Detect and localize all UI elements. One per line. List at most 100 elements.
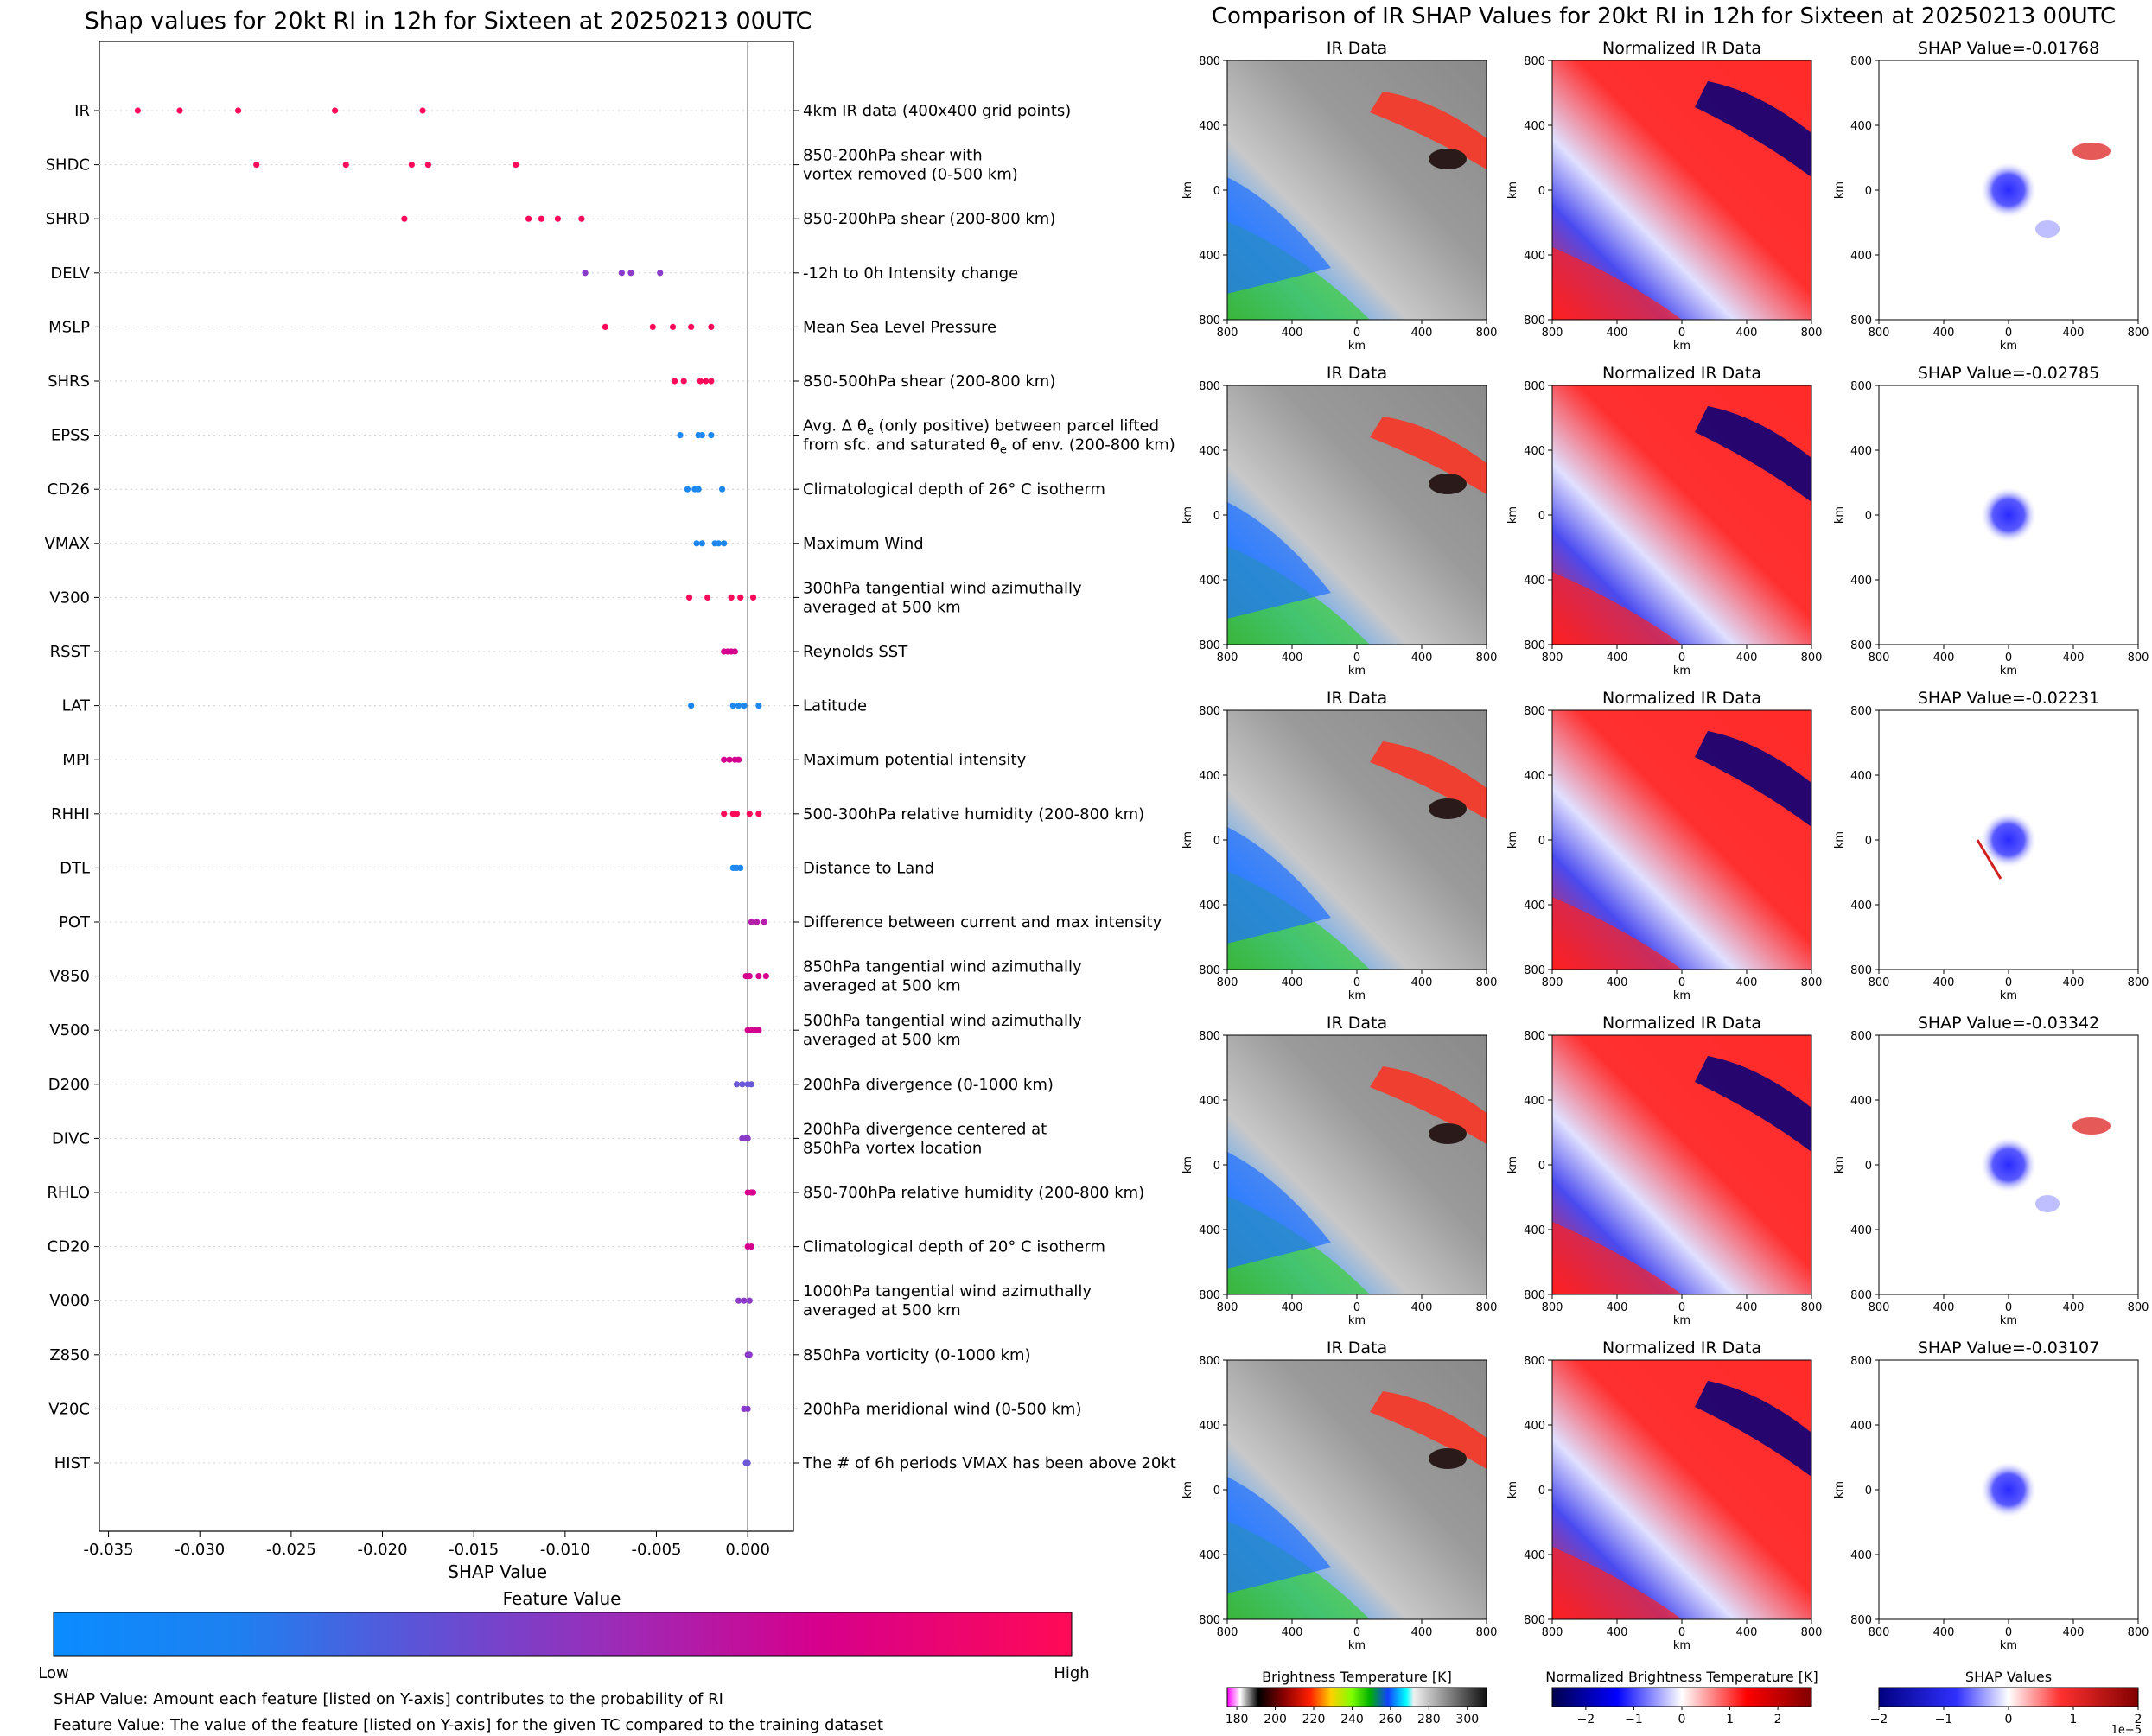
ytick-label: 800 [1524,1355,1545,1368]
x-axis-label: km [2000,1639,2017,1652]
ir-core [1429,798,1467,819]
feature-label-delv: DELV [50,264,90,283]
xtick-label: 800 [1801,1626,1823,1639]
ir-convection [1370,741,1487,819]
feature-desc-v000: 1000hPa tangential wind azimuthally avera… [803,1282,1092,1319]
xtick-label: 800 [2128,1301,2149,1314]
point-vmax [698,540,705,547]
point-cd26 [718,486,726,493]
feature-desc-z850: 850hPa vorticity (0-1000 km) [803,1346,1031,1364]
x-axis-label: km [2000,340,2017,353]
ytick-label: 800 [1850,964,1872,977]
point-mpi [726,756,733,763]
shap-summary-plot: Shap values for 20kt RI in 12h for Sixte… [38,8,1176,1682]
ytick-label: 0 [1865,1160,1872,1173]
ytick-label: 800 [1524,705,1545,718]
point-shrd [538,215,544,222]
ir-convection [1370,1391,1487,1469]
xtick-label: 0 [1353,1626,1360,1639]
point-lat [735,703,742,709]
x-axis-label: km [1673,1639,1690,1652]
point-v850 [762,973,769,980]
xtick-label: 800 [1801,327,1823,340]
ytick-label: 800 [1199,1030,1220,1043]
feature-label-divc: DIVC [52,1129,90,1148]
panel-title: SHAP Value=-0.03107 [1918,1339,2099,1358]
y-axis-label: km [1833,831,1846,849]
ytick-label: 0 [1213,510,1220,523]
xtick-label: 400 [1607,327,1628,340]
panel-title: IR Data [1327,1014,1387,1033]
xtick-label: 400 [1933,327,1955,340]
ytick-label: 400 [1850,445,1872,458]
x-axis-label: SHAP Value [448,1561,547,1582]
xtick-label: 800 [1476,327,1498,340]
x-axis-label: km [1348,989,1366,1002]
ytick-label: 800 [1524,1614,1545,1627]
colorbar-exponent: 1e−5 [2111,1724,2142,1736]
ytick-label: 800 [1199,55,1220,68]
feature-desc-rsst: Reynolds SST [803,643,908,661]
feature-label-rsst: RSST [50,643,91,661]
feature-label-cd20: CD20 [48,1238,90,1256]
ir-blue-band [1227,1152,1331,1269]
normalized-warm-band [1552,897,1682,970]
xtick-label: 400 [1411,1626,1433,1639]
colorbar-tick-label: −2 [1577,1713,1595,1726]
x-axis-label: km [1673,340,1690,353]
point-ir [176,107,183,114]
feature-label-vmax: VMAX [45,535,91,553]
ytick-label: 800 [1850,380,1872,393]
feature-label-shdc: SHDC [46,156,90,175]
legend-high: High [1054,1664,1089,1682]
point-lat [729,703,736,709]
normalized-warm-band [1552,572,1682,645]
feature-desc-cd20: Climatological depth of 20° C isotherm [803,1238,1105,1256]
xtick-label: 400 [1282,327,1303,340]
colorbar-tick-label: 2 [1774,1713,1782,1726]
point-v850 [755,973,762,980]
shap-negative-patch [2035,220,2060,238]
xtick-label: -0.020 [358,1541,408,1559]
point-epss [677,432,684,439]
point-shdc [253,162,260,169]
panel-title: Normalized IR Data [1602,364,1761,383]
ytick-label: 800 [1850,55,1872,68]
y-axis-label: km [1506,181,1519,199]
point-rhhi [721,811,728,817]
feature-desc-shrs: 850-500hPa shear (200-800 km) [803,372,1055,391]
ytick-label: 800 [1199,1289,1220,1302]
xtick-label: 400 [2063,1626,2085,1639]
ir-core [1429,1448,1467,1469]
point-shdc [342,162,349,169]
y-axis-label: km [1833,506,1846,524]
xtick-label: 800 [2128,327,2149,340]
point-hist [744,1459,751,1466]
xtick-label: 0 [1678,1626,1685,1639]
ytick-label: 0 [1538,835,1545,848]
point-shdc [408,162,415,169]
legend-colorbar [53,1612,1073,1657]
ytick-label: 400 [1199,575,1220,588]
xtick-label: 800 [1217,652,1238,665]
ir-core [1429,149,1467,169]
colorbar-tick-label: −1 [1625,1713,1643,1726]
normalized-convection [1695,406,1811,502]
shap-center-blob [1980,486,2037,544]
colorbar-tick-label: 200 [1264,1713,1287,1726]
colorbar [1878,1687,2139,1707]
ytick-label: 800 [1524,639,1545,652]
point-d200 [733,1081,741,1088]
colorbar-label: Brightness Temperature [K] [1262,1669,1452,1685]
ytick-label: 400 [1850,900,1872,913]
xtick-label: 400 [2063,976,2085,989]
point-z850 [746,1351,753,1358]
panel-title: Normalized IR Data [1602,1014,1761,1033]
feature-label-mpi: MPI [62,751,90,769]
ytick-label: 800 [1850,1030,1872,1043]
xtick-label: 0 [1353,652,1360,665]
point-cd20 [748,1243,754,1250]
xtick-label: 0 [2005,1626,2012,1639]
y-axis-label: km [1506,1156,1519,1173]
